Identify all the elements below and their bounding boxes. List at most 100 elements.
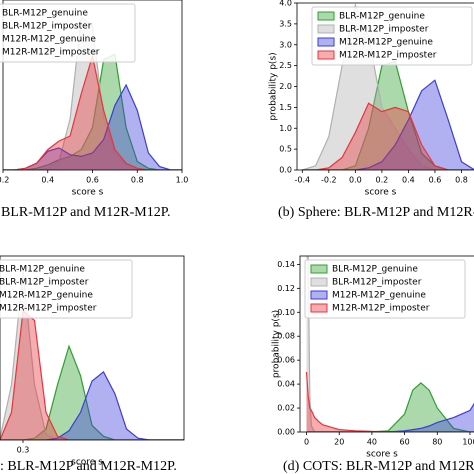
area-fill: [3, 56, 182, 170]
legend-label: M12R-M12P_genuine: [0, 291, 93, 301]
x-tick-label: 0: [304, 438, 309, 447]
area-fill: [302, 103, 474, 170]
y-axis-label: probability p(s): [269, 52, 279, 120]
area-line: [0, 270, 184, 440]
area-line: [0, 370, 184, 440]
y-tick-label: 0.02: [277, 404, 295, 413]
legend-box: [304, 259, 466, 319]
x-axis-label: score s: [71, 458, 103, 468]
x-tick-label: 1.0: [176, 176, 189, 185]
y-tick-label: 1.5: [279, 103, 292, 112]
axes-frame: [0, 255, 185, 441]
caption: : BLR-M12P and M12R-M12P.: [0, 459, 177, 474]
y-tick-label: 4.0: [279, 0, 292, 8]
legend-label: M12R-M12P_imposter: [339, 51, 437, 61]
x-tick-label: 0.4: [402, 176, 415, 185]
caption: (b) Sphere: BLR-M12P and M12R-M12P.: [278, 205, 474, 220]
area-line: [305, 372, 474, 432]
legend-label: BLR-M12P_genuine: [332, 265, 418, 275]
y-tick-label: 0.0: [279, 166, 292, 175]
legend-label: BLR-M12P_imposter: [0, 278, 89, 288]
x-tick-label: 20: [334, 438, 344, 447]
y-tick-label: 0.10: [277, 308, 295, 317]
legend-box: [311, 6, 473, 66]
y-tick-label: 3.5: [279, 19, 292, 28]
x-tick-label: 0.2: [0, 176, 9, 185]
area-fill: [302, 61, 474, 170]
area-fill: [3, 85, 182, 170]
plot: [305, 256, 474, 432]
x-tick-label: 80: [432, 438, 442, 447]
legend-label: BLR-M12P_imposter: [332, 278, 422, 288]
legend-label: BLR-M12P_genuine: [339, 12, 425, 22]
area-fill: [3, 54, 182, 170]
legend-label: BLR-M12P_imposter: [2, 22, 92, 32]
area-fill: [306, 382, 474, 432]
legend-label: BLR-M12P_genuine: [2, 9, 88, 19]
y-tick-label: 1.0: [279, 124, 292, 133]
area-fill: [0, 371, 184, 440]
legend-label: BLR-M12P_imposter: [339, 25, 429, 35]
area-fill: [306, 403, 474, 432]
area-fill: [3, 17, 182, 170]
area-line: [0, 344, 184, 440]
x-axis-label: score s: [72, 188, 104, 198]
y-tick-label: 0.12: [277, 284, 295, 293]
y-tick-label: 0.04: [277, 380, 295, 389]
legend-label: M12R-M12P_imposter: [332, 304, 430, 314]
area-line: [302, 3, 474, 170]
y-tick-label: 2.0: [279, 82, 292, 91]
caption: BLR-M12P and M12R-M12P.: [1, 205, 170, 220]
x-tick-label: 0.8: [455, 176, 468, 185]
x-tick-label: -0.4: [295, 176, 311, 185]
legend-swatch: [310, 264, 328, 274]
x-tick-label: 100: [462, 438, 474, 447]
legend-swatch: [317, 50, 335, 60]
x-tick-label: 0.0: [349, 176, 362, 185]
x-tick-label: 40: [367, 438, 377, 447]
legend-label: M12R-M12P_imposter: [2, 48, 100, 58]
legend-box: [0, 259, 133, 319]
area-line: [302, 79, 474, 170]
legend-box: [0, 3, 136, 63]
legend-swatch: [310, 303, 328, 313]
legend-swatch: [317, 11, 335, 21]
legend-swatch: [310, 277, 328, 287]
x-tick-label: 60: [400, 438, 410, 447]
area-line: [302, 102, 474, 170]
x-tick-label: 0.4: [41, 176, 54, 185]
legend-swatch: [317, 37, 335, 47]
x-tick-label: 0.6: [86, 176, 99, 185]
y-tick-label: 3.0: [279, 40, 292, 49]
x-tick-label: 0.8: [131, 176, 144, 185]
x-tick-label: -0.2: [321, 176, 337, 185]
area-line: [306, 256, 474, 432]
legend-label: BLR-M12P_genuine: [0, 265, 85, 275]
axes-frame: [299, 255, 474, 433]
area-fill: [302, 5, 474, 170]
area-fill: [306, 372, 474, 432]
legend-label: M12R-M12P_genuine: [339, 38, 433, 48]
area-line: [3, 53, 182, 170]
x-axis-label: score s: [365, 188, 397, 198]
legend-swatch: [317, 24, 335, 34]
area-line: [306, 402, 474, 432]
y-axis-label: probability p(s): [272, 310, 282, 378]
x-tick-label: 0.2: [376, 176, 389, 185]
legend-label: M12R-M12P_genuine: [2, 35, 96, 45]
y-tick-label: 0.06: [277, 356, 295, 365]
x-axis-label: score s: [366, 450, 398, 460]
y-tick-label: 0.00: [277, 428, 295, 437]
legend-label: M12R-M12P_imposter: [0, 304, 97, 314]
legend-swatch: [310, 290, 328, 300]
area-fill: [0, 270, 184, 440]
y-tick-label: 0.08: [277, 332, 295, 341]
area-fill: [302, 80, 474, 170]
x-tick-label: 0.3: [17, 446, 30, 455]
y-tick-label: 0.14: [277, 260, 295, 269]
caption: (d) COTS: BLR-M12P and M12R-M12P.: [283, 459, 474, 474]
y-tick-label: 0.5: [279, 145, 292, 154]
area-fill: [0, 311, 184, 440]
y-tick-label: 2.5: [279, 61, 292, 70]
x-tick-label: 0.6: [429, 176, 442, 185]
